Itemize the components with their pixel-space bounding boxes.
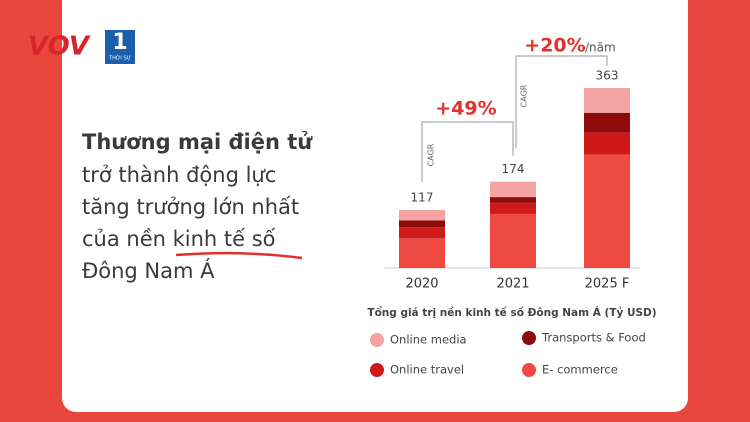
total-label: 117 <box>411 190 434 204</box>
chart-caption: Tổng giá trị nền kinh tế số Đông Nam Á (… <box>367 306 656 319</box>
legend-label: Transports & Food <box>541 331 646 345</box>
growth-label: +20% <box>524 35 585 57</box>
total-label: 363 <box>596 69 619 83</box>
bar-segment <box>399 220 445 228</box>
logo-channel-name: THỜI SỰ <box>108 55 131 62</box>
bar-segment <box>490 202 536 214</box>
logo-channel: 1 <box>112 30 127 55</box>
bar-segment <box>399 209 445 221</box>
bar-segment <box>584 154 630 268</box>
bracket <box>515 55 608 148</box>
headline-line: Thương mại điện tử <box>82 130 313 154</box>
cagr-label: CAGR <box>427 143 436 166</box>
total-label: 174 <box>502 162 525 176</box>
bar-segment <box>490 181 536 198</box>
growth-unit: /năm <box>585 41 616 55</box>
x-tick-label: 2025 F <box>585 277 630 292</box>
legend-swatch <box>370 333 384 347</box>
cagr-label: CAGR <box>520 84 529 107</box>
x-tick-label: 2020 <box>405 277 438 292</box>
underline <box>175 251 303 260</box>
legend-swatch <box>370 363 384 377</box>
legend-swatch <box>522 363 536 377</box>
bar-segment <box>490 197 536 203</box>
growth-label: +49% <box>435 98 496 120</box>
bar-segment <box>399 238 445 268</box>
card <box>62 0 688 412</box>
headline-line: của nền kinh tế số <box>82 227 276 251</box>
x-tick-label: 2021 <box>496 277 529 292</box>
bar-segment <box>399 227 445 239</box>
bar-segment <box>584 112 630 133</box>
logo-box <box>105 30 135 64</box>
bar-segment <box>584 132 630 155</box>
headline-line: Đông Nam Á <box>82 258 215 283</box>
bar-segment <box>490 213 536 268</box>
bar-segment <box>584 88 630 113</box>
headline-line: tăng trưởng lớn nhất <box>82 195 299 219</box>
bracket <box>421 121 514 182</box>
logo-brand: VOV <box>28 32 91 62</box>
legend-swatch <box>522 331 536 345</box>
legend-label: E- commerce <box>542 363 618 377</box>
legend-label: Online travel <box>390 363 464 377</box>
headline-line: trở thành động lực <box>82 163 276 187</box>
legend-label: Online media <box>390 333 467 347</box>
